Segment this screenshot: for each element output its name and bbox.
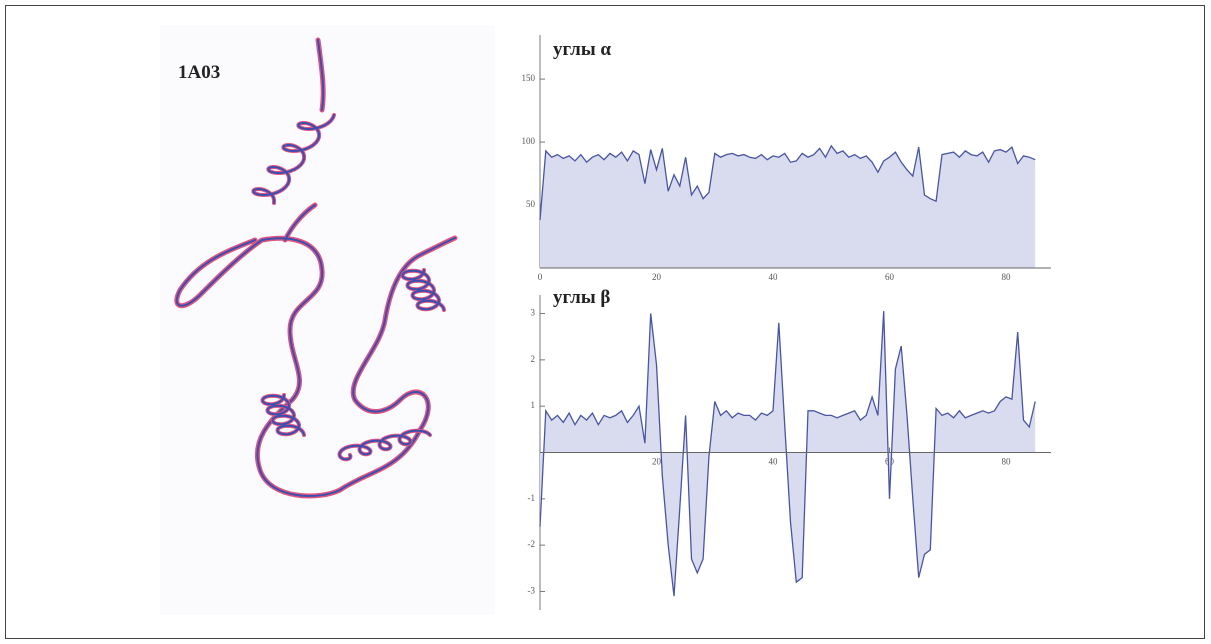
y-tick-label: 1 <box>531 400 536 410</box>
y-tick-label: -1 <box>528 493 536 503</box>
chart-title: углы α <box>553 39 611 60</box>
x-tick-label: 0 <box>538 272 543 282</box>
y-tick-label: -3 <box>528 586 536 596</box>
y-tick-label: -2 <box>528 539 536 549</box>
y-tick-label: 50 <box>526 199 536 209</box>
structure-label: 1A03 <box>178 62 220 83</box>
x-tick-label: 20 <box>652 272 662 282</box>
figure: 1A03 50 100 150 0 20 40 60 80 углы α -3 -2 -1 1 2 3 20 4… <box>0 0 1211 644</box>
x-tick-label: 40 <box>769 272 779 282</box>
x-tick-label: 80 <box>1002 272 1012 282</box>
y-tick-label: 150 <box>522 73 536 83</box>
y-tick-label: 2 <box>531 354 536 364</box>
y-tick-label: 100 <box>522 136 536 146</box>
x-tick-label: 20 <box>652 457 662 467</box>
area-fill <box>540 146 1035 268</box>
y-tick-label: 3 <box>531 308 536 318</box>
x-tick-label: 40 <box>769 457 779 467</box>
x-tick-label: 60 <box>885 272 895 282</box>
x-tick-label: 80 <box>1002 457 1012 467</box>
structure-panel <box>160 25 495 615</box>
chart-title: углы β <box>553 287 610 308</box>
